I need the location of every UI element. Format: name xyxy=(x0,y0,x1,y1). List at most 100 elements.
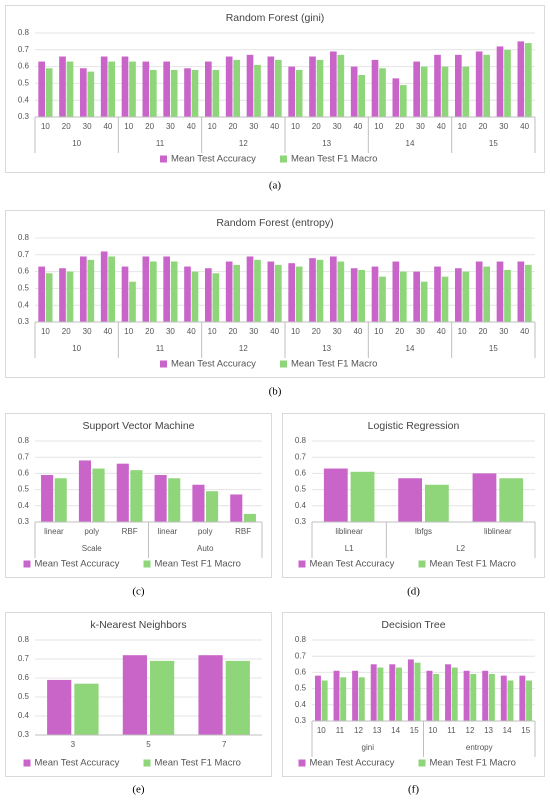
y-tick-label: 0.8 xyxy=(295,436,307,445)
legend-label: Mean Test F1 Macro xyxy=(291,154,377,165)
group-label: 12 xyxy=(239,139,248,148)
bar xyxy=(41,475,54,522)
x-tick-label: 40 xyxy=(103,327,112,336)
bar xyxy=(38,266,45,322)
x-tick-label: 30 xyxy=(499,122,508,131)
x-tick-label: 30 xyxy=(83,327,92,336)
bar xyxy=(314,675,321,721)
bar xyxy=(38,61,45,117)
bar xyxy=(433,674,440,721)
bar xyxy=(267,261,275,322)
legend-label: Mean Test Accuracy xyxy=(310,559,395,570)
bar xyxy=(254,259,261,322)
group-label: 13 xyxy=(322,139,331,148)
y-tick-label: 0.6 xyxy=(18,62,30,71)
x-tick-label: 20 xyxy=(312,122,321,131)
x-tick-label: 10 xyxy=(291,122,300,131)
bar xyxy=(163,256,170,322)
bar xyxy=(267,56,275,117)
legend-swatch xyxy=(23,560,31,568)
y-tick-label: 0.4 xyxy=(18,501,30,510)
bar xyxy=(483,266,490,322)
bar xyxy=(129,281,136,322)
bar xyxy=(482,670,489,721)
bar xyxy=(358,75,365,117)
x-tick-label: 30 xyxy=(333,122,342,131)
group-label: 13 xyxy=(322,344,331,353)
x-tick-label: 40 xyxy=(270,122,279,131)
x-tick-label: 20 xyxy=(478,327,487,336)
bar xyxy=(499,478,524,522)
chart: Random Forest (gini) (a) 0.3 0.4 0.5 0.6 0.7 0.… xyxy=(5,5,545,192)
y-tick-label: 0.3 xyxy=(18,517,30,526)
y-tick-label: 0.6 xyxy=(295,668,307,677)
bar xyxy=(275,264,282,322)
group-label: 11 xyxy=(156,344,165,353)
legend-label: Mean Test F1 Macro xyxy=(155,758,241,769)
bar xyxy=(400,85,407,117)
bar xyxy=(170,69,178,117)
group-label: 15 xyxy=(489,139,498,148)
caption: (a) xyxy=(269,180,282,192)
bar xyxy=(154,475,167,522)
x-tick-label: 14 xyxy=(503,726,512,735)
bar xyxy=(455,268,462,322)
bar xyxy=(500,675,507,721)
y-tick-label: 0.8 xyxy=(18,635,30,644)
bar xyxy=(389,664,396,721)
y-tick-label: 0.7 xyxy=(18,45,30,54)
bar xyxy=(441,66,449,117)
chart: Decision Tree (f) 0.3 0.4 0.5 0.6 0.7 0.8 10 11 12… xyxy=(282,612,545,796)
y-tick-label: 0.7 xyxy=(295,651,307,660)
x-tick-label: 30 xyxy=(333,327,342,336)
x-tick-label: poly xyxy=(198,527,213,536)
y-tick-label: 0.8 xyxy=(18,436,30,445)
bar xyxy=(205,268,212,322)
y-tick-label: 0.5 xyxy=(18,79,30,88)
bar xyxy=(496,46,504,117)
bar xyxy=(150,660,175,735)
x-tick-label: 12 xyxy=(354,726,363,735)
bar xyxy=(80,256,87,322)
bar xyxy=(198,655,223,735)
bar xyxy=(451,667,458,721)
x-tick-label: 5 xyxy=(146,740,151,749)
x-tick-label: 20 xyxy=(478,122,487,131)
bar xyxy=(525,264,532,322)
legend-label: Mean Test Accuracy xyxy=(35,559,120,570)
bar xyxy=(407,659,414,721)
y-tick-label: 0.5 xyxy=(295,485,307,494)
x-tick-label: 20 xyxy=(62,327,71,336)
legend-swatch xyxy=(280,155,287,163)
bar xyxy=(358,269,365,322)
bar xyxy=(350,268,358,322)
x-tick-label: 10 xyxy=(208,327,217,336)
bar xyxy=(47,679,72,735)
bar xyxy=(142,256,150,322)
x-tick-label: liblinear xyxy=(335,527,363,536)
x-tick-label: 30 xyxy=(249,122,258,131)
y-tick-label: 0.6 xyxy=(18,469,30,478)
bar xyxy=(205,61,212,117)
x-tick-label: 10 xyxy=(41,327,50,336)
bar xyxy=(78,460,91,522)
bar xyxy=(445,664,452,721)
legend-swatch xyxy=(298,560,306,568)
x-tick-label: 10 xyxy=(291,327,300,336)
bar xyxy=(455,54,462,117)
legend-swatch xyxy=(23,759,31,767)
bar xyxy=(130,470,143,522)
x-tick-label: 40 xyxy=(353,327,362,336)
legend-label: Mean Test Accuracy xyxy=(171,154,256,165)
bar xyxy=(424,484,449,522)
x-tick-label: 30 xyxy=(166,327,175,336)
bar xyxy=(350,66,358,117)
bar xyxy=(66,61,74,117)
x-tick-label: 40 xyxy=(187,327,196,336)
bar xyxy=(434,266,441,322)
bar xyxy=(472,473,497,522)
bar xyxy=(377,667,384,721)
bar xyxy=(517,261,525,322)
bar xyxy=(504,269,511,322)
y-tick-label: 0.3 xyxy=(18,112,30,121)
